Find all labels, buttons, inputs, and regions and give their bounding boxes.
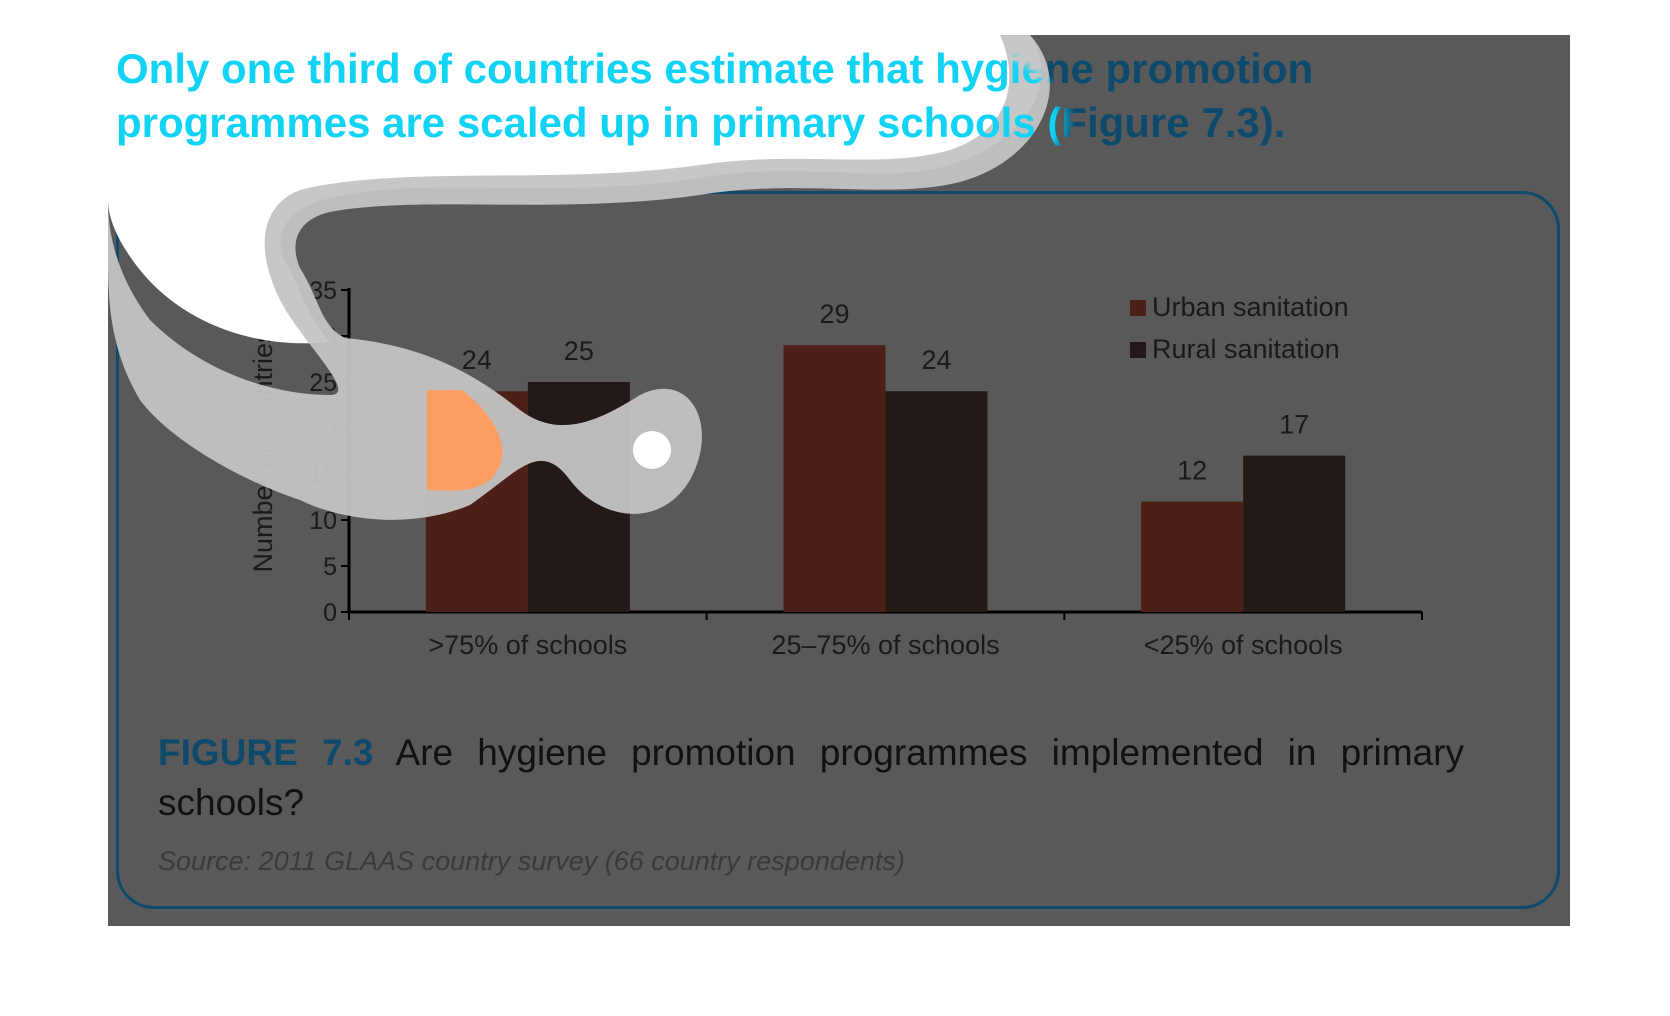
bar-urban-2: [1141, 501, 1244, 612]
legend-swatch-0: [1130, 300, 1146, 316]
y-tick-label: 10: [309, 507, 337, 535]
figure-source: Source: 2011 GLAAS country survey (66 co…: [158, 846, 905, 876]
x-tick-label: <25% of schools: [1144, 630, 1343, 660]
y-tick-label: 25: [309, 369, 337, 397]
legend-swatch-1: [1130, 342, 1146, 358]
figure-caption: FIGURE 7.3 Are hygiene promotion program…: [158, 728, 1464, 828]
data-label: 24: [462, 345, 492, 375]
legend-label: Urban sanitation: [1152, 292, 1349, 322]
y-tick-label: 15: [309, 461, 337, 489]
bar-rural-0: [527, 382, 630, 612]
x-tick-label: 25–75% of schools: [771, 630, 999, 660]
y-axis-label: Number of countries: [248, 329, 278, 572]
legend-label: Rural sanitation: [1152, 334, 1340, 364]
data-label: 12: [1177, 456, 1207, 486]
bar-rural-2: [1243, 455, 1346, 612]
y-tick-label: 5: [323, 553, 337, 581]
chart-bars: [425, 345, 1346, 612]
figure-caption-text: Are hygiene promotion programmes impleme…: [158, 732, 1464, 823]
data-label: 24: [921, 345, 951, 375]
y-tick-label: 0: [323, 599, 337, 627]
figure-label: FIGURE 7.3: [158, 732, 374, 773]
bar-urban-1: [783, 345, 886, 612]
data-label: 25: [564, 336, 594, 366]
bar-rural-1: [885, 391, 988, 612]
y-tick-label: 30: [309, 323, 337, 351]
chart-legend: Urban sanitation Rural sanitation: [1130, 292, 1349, 364]
data-label: 29: [819, 299, 849, 329]
data-label: 17: [1279, 410, 1309, 440]
bar-urban-0: [425, 391, 528, 612]
y-tick-label: 35: [309, 277, 337, 305]
y-tick-label: 20: [309, 415, 337, 443]
x-tick-label: >75% of schools: [428, 630, 627, 660]
